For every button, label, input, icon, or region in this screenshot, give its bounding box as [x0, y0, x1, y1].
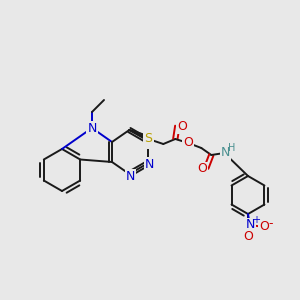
Text: N: N [87, 122, 97, 134]
Text: O: O [243, 230, 253, 242]
Text: N: N [145, 158, 154, 170]
Text: O: O [259, 220, 269, 233]
Text: O: O [197, 163, 207, 176]
Text: S: S [144, 133, 152, 146]
Text: N: N [126, 169, 135, 182]
Text: N: N [245, 218, 255, 232]
Text: O: O [177, 119, 187, 133]
Text: H: H [228, 143, 235, 153]
Text: -: - [269, 218, 273, 230]
Text: N: N [144, 134, 153, 148]
Text: N: N [220, 146, 230, 160]
Text: O: O [183, 136, 193, 148]
Text: +: + [252, 215, 260, 225]
